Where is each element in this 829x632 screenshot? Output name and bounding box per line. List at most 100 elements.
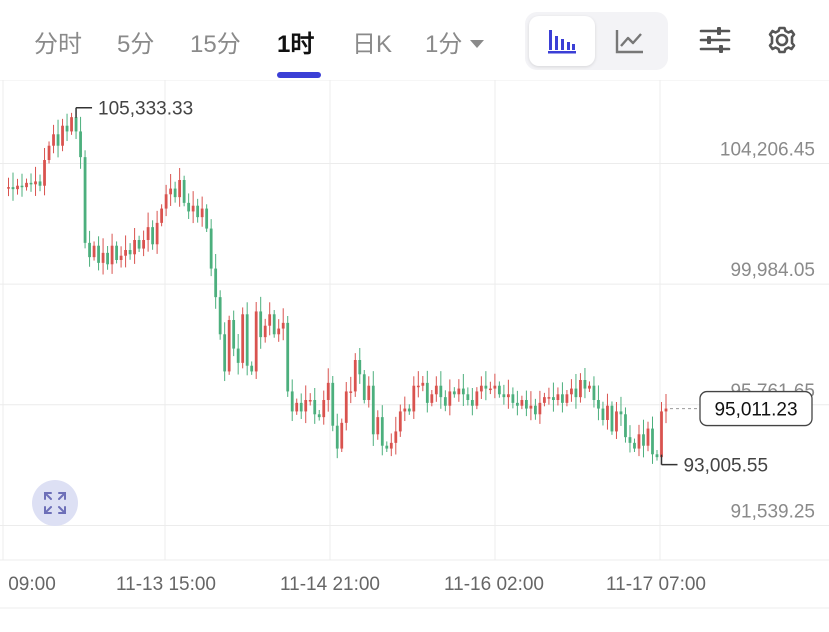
candle [29,173,33,192]
candle [556,387,560,406]
candle [448,379,452,416]
candle [367,376,371,408]
candle [178,168,182,207]
candle [511,387,515,409]
candle [628,425,632,453]
candle [47,141,51,164]
candle [254,302,258,379]
candle [101,238,105,275]
expand-chart-button[interactable] [32,480,78,526]
candle [182,175,186,207]
x-tick-label: 09:00 [8,574,56,595]
candle [624,407,627,443]
candle [538,390,542,424]
candle [43,148,46,196]
candle [583,368,587,399]
candle [389,433,393,457]
x-tick-label: 11-13 15:00 [116,574,216,595]
candle [452,387,456,398]
candle [65,113,69,142]
x-tick-label: 11-17 07:00 [606,574,706,595]
candle [362,370,366,404]
last-price-marker: 95,011.23 [670,390,813,427]
candle [466,387,470,406]
candle [173,181,177,203]
candle [457,379,461,402]
candle [205,204,209,232]
line-chart-button[interactable] [597,16,663,66]
tab-15min[interactable]: 15分 [190,31,241,58]
candle [263,318,267,343]
candle [403,396,407,422]
candle [38,174,42,192]
candle [470,388,474,416]
candle [304,385,308,424]
candle [164,184,168,217]
candle [326,368,330,412]
candle [223,322,227,382]
expand-arrows-icon [44,492,66,514]
candlestick-chart[interactable]: 104,206.4599,984.0595,761.6591,539.2509:… [0,80,829,632]
timeframe-toolbar: 分时 5分 15分 1时 日K 1分 [0,0,829,80]
candle [92,241,96,261]
candle [664,394,668,424]
candle [385,441,389,452]
candle [570,379,573,402]
candle [497,381,501,398]
candle [443,390,447,412]
candle [214,254,218,309]
candle [88,230,91,267]
candle [637,424,641,457]
candle [633,438,636,452]
candle [308,393,312,406]
chevron-down-icon [470,39,485,48]
tab-more-dropdown[interactable]: 1分 [425,24,485,59]
candle [146,212,150,252]
candle [241,307,245,369]
candle [277,319,281,342]
candle [34,166,37,196]
candle [16,178,19,195]
candle [7,177,10,197]
tab-intraday[interactable]: 分时 [34,31,82,58]
last-price-label: 95,011.23 [714,400,797,421]
candlestick-chart-button[interactable] [529,16,595,66]
candle [286,316,290,397]
tab-5min[interactable]: 5分 [117,31,155,58]
candle [25,178,28,191]
candle [615,402,618,439]
candle [592,376,596,408]
candle [520,395,524,410]
candle [488,381,492,395]
candlestick-chart-icon [548,30,576,54]
candle [529,391,533,421]
candle [124,235,127,268]
indicator-settings-button[interactable] [697,22,733,58]
candle [547,387,551,405]
tab-daily-k[interactable]: 日K [352,31,393,58]
y-tick-label: 99,984.05 [730,260,815,281]
candle [597,385,600,421]
candle [475,387,479,410]
candle [642,419,645,458]
tab-1hour[interactable]: 1时 [277,31,315,58]
high-marker: 105,333.33 [75,99,193,120]
candle [515,390,519,416]
chart-settings-button[interactable] [764,22,800,58]
candle [601,401,605,426]
candle [268,302,272,336]
candle [506,379,510,409]
candle [119,246,123,268]
candle [61,118,64,152]
active-tab-indicator [277,72,321,78]
candle [128,243,132,260]
candle [394,416,398,455]
candle [646,421,650,452]
candle [439,371,443,409]
sliders-icon [699,27,731,53]
candle [371,371,375,446]
candle [660,402,663,465]
candle [524,390,528,417]
candle [79,116,82,169]
candle [493,373,497,399]
